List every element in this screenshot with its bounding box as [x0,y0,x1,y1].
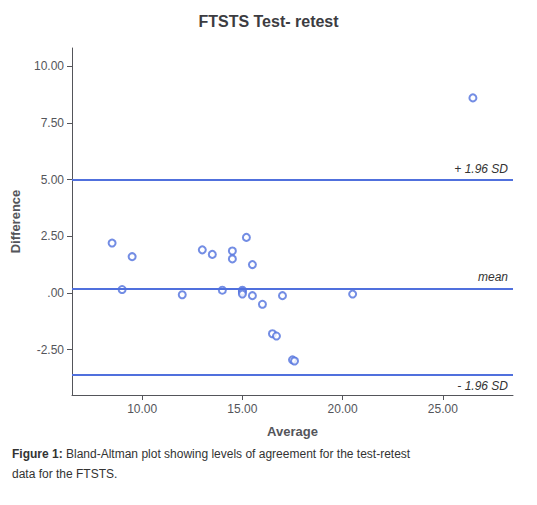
svg-text:- 1.96 SD: - 1.96 SD [457,379,508,393]
svg-text:data for the FTSTS.: data for the FTSTS. [12,467,117,481]
svg-text:Difference: Difference [8,190,23,254]
svg-text:5.00: 5.00 [41,173,65,187]
svg-text:15.00: 15.00 [227,402,257,416]
svg-text:mean: mean [478,270,508,284]
svg-text:25.00: 25.00 [428,402,458,416]
svg-text:Bland-Altman plot showing leve: Bland-Altman plot showing levels of agre… [63,447,411,461]
svg-text:10.00: 10.00 [127,402,157,416]
svg-text:10.00: 10.00 [34,59,64,73]
svg-text:Average: Average [267,424,318,439]
svg-text:.00: .00 [47,286,64,300]
svg-text:7.50: 7.50 [41,116,65,130]
svg-text:-2.50: -2.50 [37,343,65,357]
svg-text:Figure 1:: Figure 1: [12,447,63,461]
svg-text:2.50: 2.50 [41,229,65,243]
svg-text:20.00: 20.00 [328,402,358,416]
svg-text:FTSTS Test- retest: FTSTS Test- retest [198,13,339,30]
svg-text:+ 1.96 SD: + 1.96 SD [454,162,508,176]
